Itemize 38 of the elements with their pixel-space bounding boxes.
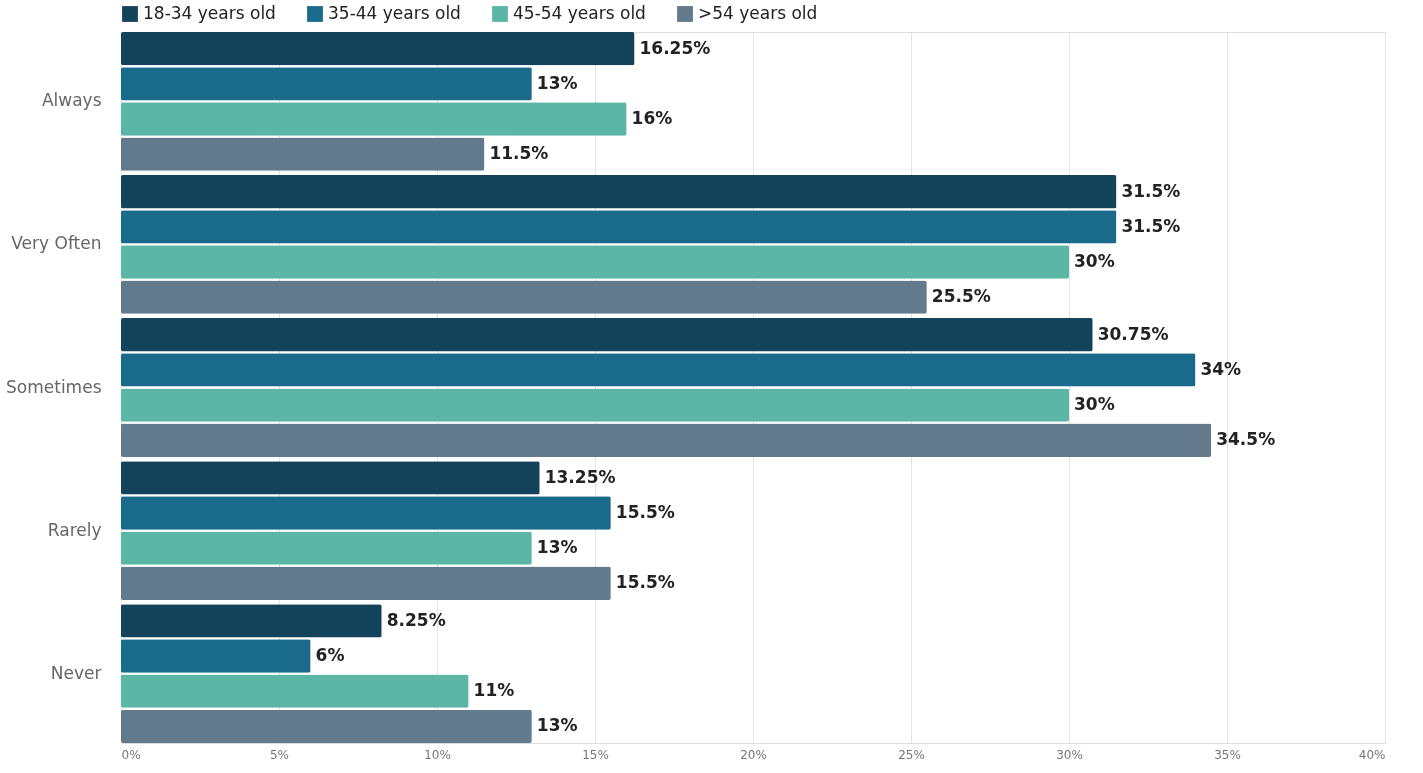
x-tick-label: 30%	[1056, 747, 1083, 762]
x-tick-label: 0%	[121, 747, 141, 762]
y-tick-label: Always	[41, 90, 102, 111]
data-label: 13%	[536, 537, 578, 558]
data-label: 13%	[536, 72, 578, 93]
y-tick-label: Never	[50, 662, 102, 683]
legend-label: 45-54 years old	[513, 3, 646, 23]
x-tick-label: 25%	[898, 747, 925, 762]
data-label: 15.5%	[615, 572, 675, 593]
x-tick-label: 5%	[269, 747, 290, 762]
data-label: 11%	[473, 680, 515, 701]
data-label: 16%	[631, 107, 673, 128]
data-label: 30%	[1074, 394, 1115, 415]
y-tick-label: Rarely	[47, 519, 102, 540]
x-tick-label: 20%	[740, 747, 767, 762]
data-label: 31.5%	[1121, 180, 1181, 201]
legend-label: 18-34 years old	[143, 3, 276, 23]
data-label: 16.25%	[639, 37, 711, 58]
data-label: 25.5%	[931, 286, 991, 307]
data-label: 34%	[1200, 358, 1242, 379]
data-label: 30.75%	[1097, 323, 1169, 344]
data-label: 13.25%	[544, 466, 616, 487]
data-label: 6%	[315, 645, 345, 666]
data-label: 30%	[1074, 251, 1115, 272]
x-tick-label: 40%	[1358, 747, 1386, 762]
data-label: 11.5%	[489, 143, 549, 164]
data-label: 8.25%	[386, 609, 446, 630]
data-label: 31.5%	[1121, 215, 1181, 236]
data-label: 13%	[536, 715, 578, 736]
y-tick-label: Very Often	[11, 233, 102, 254]
x-tick-label: 10%	[424, 747, 451, 762]
x-tick-label: 15%	[582, 747, 609, 762]
data-label: 34.5%	[1216, 429, 1276, 450]
legend-label: >54 years old	[698, 3, 818, 23]
legend-label: 35-44 years old	[328, 3, 461, 23]
y-tick-label: Sometimes	[6, 376, 102, 397]
data-label: 15.5%	[615, 501, 675, 522]
x-tick-label: 35%	[1214, 747, 1241, 762]
